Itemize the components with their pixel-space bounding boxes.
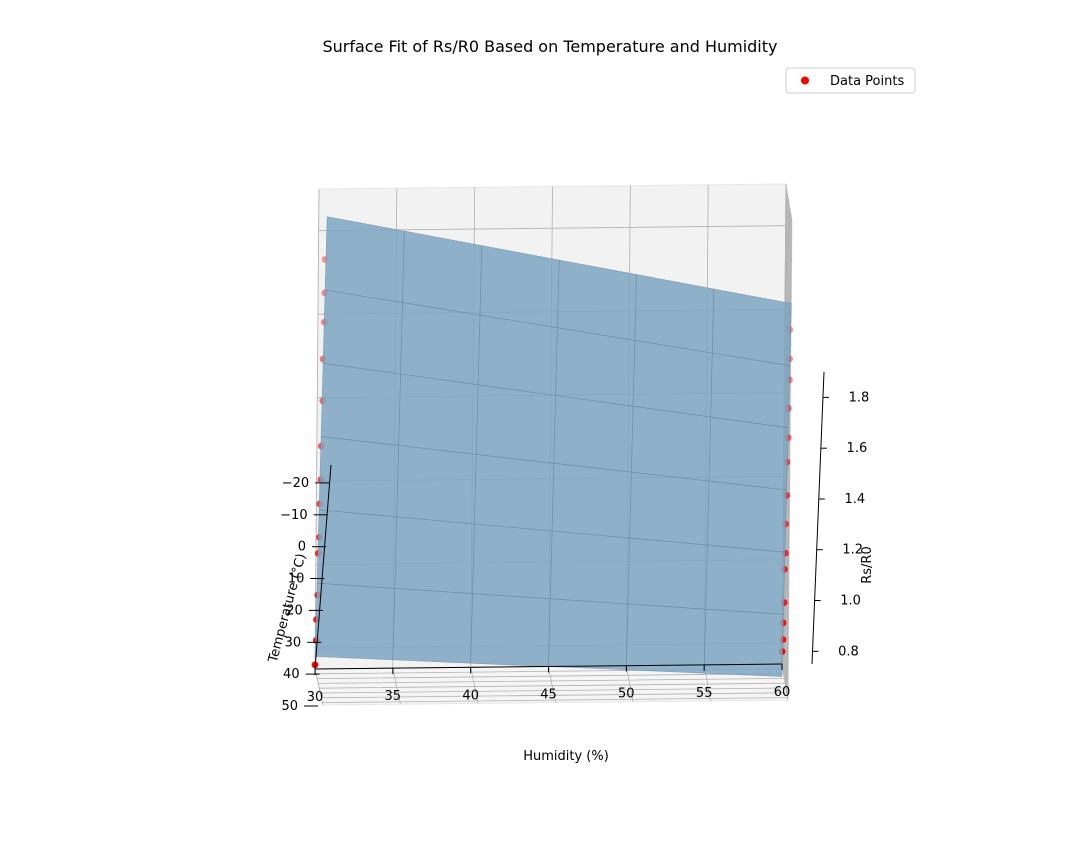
y-tick-label: 20 xyxy=(286,603,303,618)
surface-patch xyxy=(392,588,473,664)
surface-patch xyxy=(549,530,631,605)
surface-patch xyxy=(479,245,560,329)
y-tick-label: −10 xyxy=(280,508,307,523)
z-axis-line xyxy=(811,371,825,665)
surface-patch xyxy=(555,327,636,407)
surface-patch xyxy=(318,436,400,518)
surface-patch xyxy=(475,384,556,464)
z-tick-label: 1.4 xyxy=(844,492,865,507)
surface-patch xyxy=(394,516,475,594)
surface-patch xyxy=(710,352,791,429)
surface-patch xyxy=(400,302,481,386)
y-tick-label: 40 xyxy=(283,667,300,682)
surface-patch xyxy=(474,454,555,532)
surface-patch xyxy=(470,593,551,667)
surface-patch xyxy=(548,598,629,671)
y-tick-label: 50 xyxy=(281,699,298,714)
surface-patch xyxy=(472,523,553,600)
legend: Data Points xyxy=(785,67,916,94)
surface-patch xyxy=(314,582,396,661)
x-tick-label: 60 xyxy=(774,685,791,700)
y-axis-line xyxy=(314,464,332,670)
y-tick-label: 30 xyxy=(285,635,302,650)
chart-title: Surface Fit of Rs/R0 Based on Temperatur… xyxy=(322,37,777,56)
y-tick-label: 0 xyxy=(298,540,306,555)
surface-patch xyxy=(708,416,789,491)
tick-labels: 30 35 40 45 50 55 60 −20 −10 0 10 20 30 40 50 0.8 1.0 1.2… xyxy=(280,390,869,714)
z-tick-label: 1.6 xyxy=(847,441,868,456)
surface-patch xyxy=(632,340,713,418)
z-tick-label: 0.8 xyxy=(838,644,859,659)
surface-patch xyxy=(707,480,787,553)
surface-patch xyxy=(396,445,477,525)
surface-patch xyxy=(627,537,708,610)
x-tick-label: 35 xyxy=(385,689,402,704)
surface-patch xyxy=(557,259,637,341)
surface-patch xyxy=(477,314,558,396)
surface-patch xyxy=(551,462,632,539)
z-tick-label: 1.2 xyxy=(842,543,863,558)
x-tick-label: 30 xyxy=(307,690,324,705)
y-tick-label: 10 xyxy=(288,572,305,587)
surface-patch xyxy=(625,603,707,674)
surface-patch xyxy=(322,289,403,375)
x-tick-label: 55 xyxy=(696,686,713,701)
surface-patch xyxy=(705,544,786,615)
legend-marker xyxy=(801,76,809,85)
y-gridline xyxy=(322,217,792,703)
x-tick-label: 40 xyxy=(462,688,479,703)
surface-patch xyxy=(703,608,784,677)
surface-patch xyxy=(398,373,479,455)
y-tick-label: −20 xyxy=(282,476,309,491)
surface-patch xyxy=(316,509,398,589)
surface-patch xyxy=(324,216,405,303)
z-tick-label: 1.8 xyxy=(849,390,870,405)
x-tick-label: 50 xyxy=(618,687,635,702)
axes-lines xyxy=(304,371,829,707)
surface-patch xyxy=(320,362,401,446)
legend-frame xyxy=(785,67,916,94)
fitted-surface xyxy=(314,216,792,677)
surface-patch xyxy=(631,405,712,482)
z-tick-label: 1.0 xyxy=(840,594,861,609)
legend-label: Data Points xyxy=(830,74,904,89)
surface-patch xyxy=(402,230,483,316)
x-axis-label: Humidity (%) xyxy=(523,749,609,764)
surface-patch xyxy=(629,471,710,546)
surface-patch xyxy=(553,395,634,473)
x-tick-label: 45 xyxy=(540,688,557,703)
z-axis-label: Rs/R0 xyxy=(860,546,875,584)
